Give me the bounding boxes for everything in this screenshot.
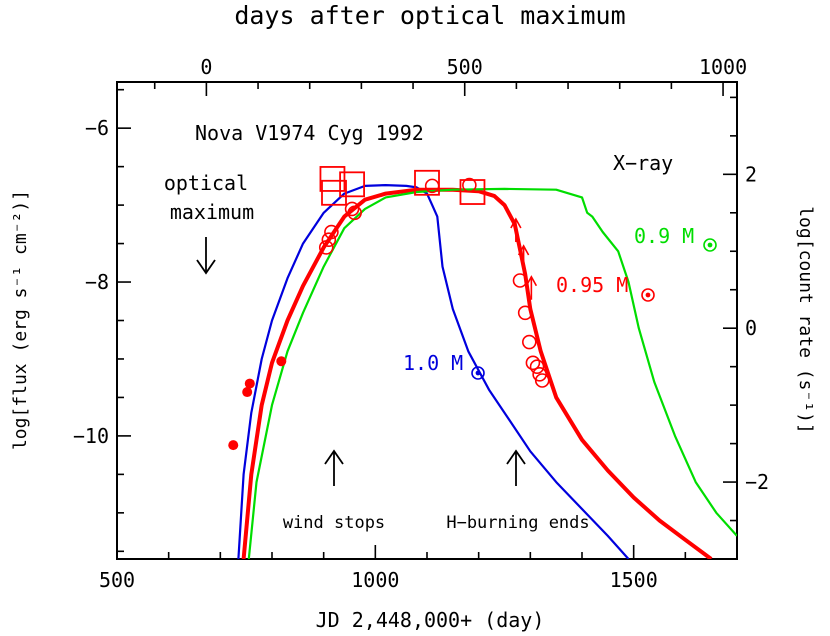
- xray-circle-point: [318, 240, 334, 255]
- x-tick-label: 1500: [610, 568, 658, 592]
- sun-symbol-icon: [703, 238, 717, 252]
- optical-maximum-label-line2: maximum: [170, 200, 254, 224]
- x-axis-title: JD 2,448,000+ (day): [316, 608, 545, 632]
- top-tick-label: 0: [200, 55, 212, 79]
- y-tick-label: −8: [85, 270, 109, 294]
- xray-circle-point: [321, 232, 337, 248]
- top-axis-title: days after optical maximum: [234, 1, 625, 30]
- uv-dot-point: [228, 440, 239, 451]
- xray-square-point: [321, 179, 347, 206]
- xray-circle-point: [534, 373, 550, 388]
- xray-circle-point: [344, 201, 360, 217]
- upper-limit-arrow: [517, 244, 530, 269]
- xray-circle-point: [521, 334, 537, 350]
- xray-circle-point: [517, 305, 533, 321]
- y-axis-title: log[flux (erg s⁻¹ cm⁻²)]: [10, 190, 31, 450]
- xray-circle-point: [525, 355, 541, 371]
- upper-limit-arrow: [510, 217, 522, 243]
- xray-square-point: [414, 169, 440, 196]
- xray-square-point: [339, 171, 365, 198]
- series-line: [247, 187, 737, 559]
- optical-maximum-label-line1: optical: [164, 171, 248, 195]
- chart-title: Nova V1974 Cyg 1992: [195, 121, 424, 145]
- label-0-95-msun: 0.95 M: [556, 273, 628, 297]
- right-tick-label: −2: [745, 470, 769, 494]
- label-0-9-msun: 0.9 M: [634, 224, 694, 248]
- y-right-axis-title: log[count rate (s⁻¹)]: [795, 206, 816, 434]
- label-1-0-msun: 1.0 M: [403, 351, 463, 375]
- x-tick-label: 500: [99, 568, 135, 592]
- sun-symbol-icon: [641, 288, 655, 302]
- h-burning-ends-label: H−burning ends: [446, 513, 589, 533]
- tick-labels: 500 1000 1500 −6 −8 −10 0 500 1000 2 0 −2: [73, 55, 769, 592]
- wind-stops-label: wind stops: [283, 513, 385, 533]
- series-line: [241, 187, 713, 559]
- xray-square-point: [319, 166, 346, 192]
- y-tick-label: −6: [85, 116, 109, 140]
- xray-circle-point: [462, 177, 477, 193]
- top-tick-label: 1000: [699, 55, 747, 79]
- xray-circle-point: [512, 273, 528, 288]
- xray-label: X−ray: [613, 151, 673, 175]
- optical-maximum-arrow: [196, 237, 216, 275]
- x-tick-label: 1000: [351, 568, 399, 592]
- right-tick-label: 2: [745, 162, 757, 186]
- top-tick-label: 500: [447, 55, 483, 79]
- y-tick-label: −10: [73, 424, 109, 448]
- right-tick-label: 0: [745, 316, 757, 340]
- axis-ticks: [116, 82, 738, 560]
- xray-circle-point: [347, 205, 362, 221]
- h-burning-ends-arrow: [506, 449, 526, 486]
- uv-dot-point: [244, 378, 255, 389]
- sun-symbol-icon: [471, 366, 485, 380]
- observation-points: [228, 166, 550, 451]
- xray-circle-point: [324, 224, 339, 240]
- xray-circle-point: [529, 359, 545, 374]
- uv-dot-point: [276, 356, 287, 367]
- xray-circle-point: [424, 178, 440, 194]
- uv-dot-point: [242, 387, 253, 398]
- upper-limit-arrow: [525, 275, 538, 300]
- model-curves: [237, 184, 737, 559]
- wind-stops-arrow: [324, 449, 344, 486]
